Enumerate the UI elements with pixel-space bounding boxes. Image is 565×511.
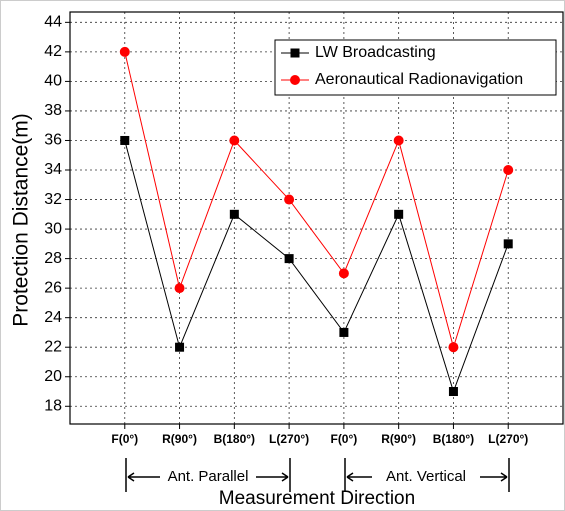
y-tick-label: 32 <box>44 191 62 208</box>
series-line <box>124 51 509 350</box>
y-tick-label: 40 <box>44 73 62 90</box>
marker <box>339 327 349 337</box>
marker <box>503 239 513 249</box>
marker <box>394 209 404 219</box>
marker <box>448 387 458 397</box>
y-tick-label: 38 <box>44 102 62 119</box>
y-axis-label: Protection Distance(m) <box>10 113 33 327</box>
y-tick-label: 22 <box>44 338 62 355</box>
y-tick-label: 34 <box>44 161 62 178</box>
y-tick-label: 42 <box>44 43 62 60</box>
annotation: Ant. Parallel <box>168 468 249 485</box>
y-tick-label: 30 <box>44 220 62 237</box>
x-tick-label: B(180°) <box>433 432 474 446</box>
marker <box>229 135 240 146</box>
marker <box>120 135 130 145</box>
x-tick-label: R(90°) <box>381 432 416 446</box>
marker <box>284 254 294 264</box>
legend-marker <box>290 75 300 85</box>
plot-frame <box>69 11 564 425</box>
legend-label: Aeronautical Radionavigation <box>315 71 523 88</box>
y-tick-label: 36 <box>44 132 62 149</box>
x-tick-label: R(90°) <box>162 432 197 446</box>
marker <box>119 46 130 57</box>
x-tick-label: B(180°) <box>214 432 255 446</box>
marker <box>229 209 239 219</box>
series-line <box>124 140 509 394</box>
annotation: Ant. Vertical <box>386 468 466 485</box>
x-tick-label: L(270°) <box>269 432 309 446</box>
marker <box>448 342 459 353</box>
x-tick-label: F(0°) <box>111 432 138 446</box>
x-tick-label: L(270°) <box>488 432 528 446</box>
arrow <box>346 472 372 482</box>
arrow <box>127 472 160 482</box>
legend-marker <box>290 48 300 58</box>
marker <box>393 135 404 146</box>
marker <box>174 283 185 294</box>
arrow <box>480 472 508 482</box>
marker <box>503 165 514 176</box>
y-tick-label: 28 <box>44 250 62 267</box>
marker <box>175 342 185 352</box>
marker <box>338 268 349 279</box>
y-tick-label: 20 <box>44 368 62 385</box>
y-tick-label: 18 <box>44 397 62 414</box>
marker <box>284 194 295 205</box>
x-axis-label: Measurement Direction <box>219 488 415 509</box>
group-brackets <box>125 458 510 492</box>
y-tick-label: 24 <box>44 309 62 326</box>
arrow <box>256 472 289 482</box>
legend-label: LW Broadcasting <box>315 44 436 61</box>
legend-box <box>274 39 557 96</box>
y-tick-label: 26 <box>44 279 62 296</box>
x-tick-label: F(0°) <box>330 432 357 446</box>
y-tick-label: 44 <box>44 14 62 31</box>
